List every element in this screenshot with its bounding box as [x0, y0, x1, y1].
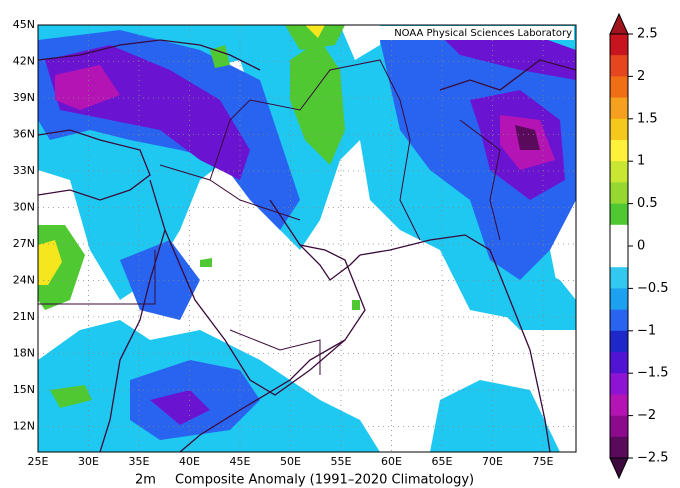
- longitude-label: 30E: [78, 455, 99, 468]
- colorbar-band: [610, 203, 628, 226]
- colorbar-label: −0.5: [637, 281, 669, 296]
- colorbar-band: [610, 352, 628, 374]
- latitude-label: 42N: [13, 55, 35, 68]
- latitude-label: 33N: [13, 164, 35, 177]
- coastlines: [38, 39, 576, 452]
- colorbar-band: [610, 394, 628, 416]
- anomaly-field: [38, 25, 576, 452]
- latitude-label: 36N: [13, 128, 35, 141]
- latitude-label: 39N: [13, 91, 35, 104]
- caption-level: 2m: [135, 473, 156, 488]
- colorbar-label: 0: [637, 239, 645, 254]
- longitude-label: 35E: [129, 455, 150, 468]
- longitude-label: 60E: [381, 455, 402, 468]
- longitude-label: 65E: [432, 455, 453, 468]
- latitude-label: 18N: [13, 347, 35, 360]
- latitude-label: 45N: [13, 18, 35, 31]
- map-frame: [37, 24, 577, 453]
- colorbar-band: [610, 97, 628, 120]
- colorbar-band: [610, 55, 628, 77]
- colorbar-label: 2: [637, 69, 645, 84]
- credit-box: [376, 26, 574, 40]
- latitude-label: 24N: [13, 274, 35, 287]
- colorbar-band: [610, 330, 628, 353]
- colorbar-band: [610, 246, 628, 268]
- colorbar-label: −1: [637, 323, 656, 338]
- latitude-label: 27N: [13, 237, 35, 250]
- colorbar-band: [610, 288, 628, 310]
- latitude-label: 21N: [13, 310, 35, 323]
- colorbar-label: −1.5: [637, 366, 669, 381]
- latitude-label: 12N: [13, 420, 35, 433]
- credit: NOAA Physical Sciences Laboratory: [394, 28, 572, 39]
- latitude-label: 30N: [13, 201, 35, 214]
- colorbar-top-arrow: [609, 12, 629, 35]
- colorbar-label: 1: [637, 154, 645, 169]
- longitude-label: 50E: [280, 455, 301, 468]
- caption: Composite Anomaly (1991–2020 Climatology…: [175, 473, 474, 488]
- colorbar-band: [610, 118, 628, 141]
- colorbar-band: [610, 415, 628, 438]
- colorbar-band: [610, 373, 628, 395]
- longitude-label: 70E: [482, 455, 503, 468]
- longitude-label: 55E: [331, 455, 352, 468]
- colorbar-band: [610, 436, 628, 459]
- colorbar-band: [610, 224, 628, 247]
- colorbar-band: [610, 34, 628, 56]
- longitude-label: 45E: [230, 455, 251, 468]
- graticule: [38, 25, 576, 452]
- colorbar-band: [610, 267, 628, 289]
- colorbar-label: 0.5: [637, 196, 658, 211]
- colorbar-bottom-arrow: [609, 457, 629, 480]
- longitude-label: 40E: [179, 455, 200, 468]
- colorbar-label: −2.5: [637, 451, 669, 466]
- colorbar-band: [610, 309, 628, 332]
- colorbar-label: 1.5: [637, 111, 658, 126]
- colorbar-band: [610, 140, 628, 162]
- colorbar-band: [610, 182, 628, 204]
- colorbar-label: 2.5: [637, 27, 658, 42]
- colorbar-label: −2: [637, 408, 656, 423]
- latitude-label: 15N: [13, 383, 35, 396]
- colorbar-band: [610, 76, 628, 98]
- longitude-label: 75E: [533, 455, 554, 468]
- colorbar-band: [610, 161, 628, 183]
- longitude-label: 25E: [28, 455, 49, 468]
- colorbar: 2.5 2 1.5 1 0.5 0 −0.5 −1 −1.5 −2 −2.5: [609, 12, 669, 480]
